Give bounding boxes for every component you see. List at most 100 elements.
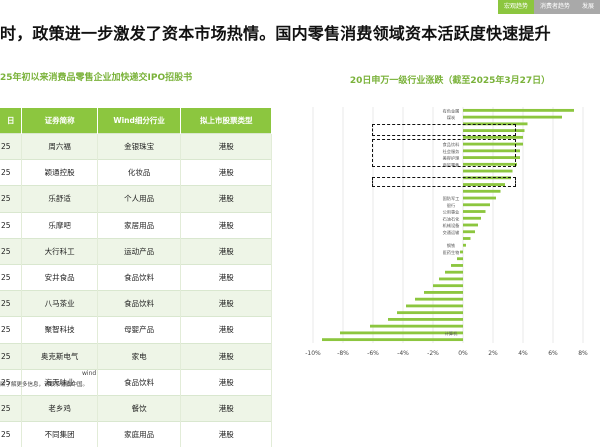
bar: [463, 243, 466, 247]
row-listing-type: 港股: [180, 237, 272, 265]
bar: [463, 169, 513, 173]
table-row: 25 乐摩吧 家居用品 港股: [0, 211, 272, 239]
category-label: 国防军工: [443, 195, 460, 202]
category-label: 医药生物: [443, 249, 460, 256]
x-tick-label: 6%: [548, 350, 558, 357]
table-row: 25 不同集团 家庭用品 港股: [0, 421, 272, 447]
row-date: 25: [0, 316, 23, 343]
bar: [463, 135, 523, 139]
table-row: 25 八马茶业 食品饮料 港股: [0, 290, 272, 317]
x-tick-label: 2%: [488, 350, 498, 357]
row-date: 25: [0, 132, 23, 160]
tab-consumer-trends[interactable]: 消费者趋势: [533, 0, 576, 14]
column-header-date: 日: [0, 108, 23, 134]
row-date: 25: [0, 185, 23, 213]
x-tick-label: -10%: [305, 350, 321, 357]
bar: [463, 196, 496, 200]
page-headline: 时，政策进一步激发了资本市场热情。国内零售消费领域资本活跃度快速提升: [0, 24, 551, 43]
row-security-name: 老乡鸡: [21, 394, 98, 422]
row-industry: 家电: [97, 342, 182, 370]
table-title: 25年初以来消费品零售企业加快递交IPO招股书: [0, 73, 193, 83]
category-label: 交通运输: [443, 229, 461, 236]
bar: [463, 129, 525, 133]
category-label: 公用事业: [443, 209, 460, 216]
bar: [463, 230, 475, 234]
row-industry: 母婴产品: [97, 316, 182, 343]
row-security-name: 乐摩吧: [21, 211, 98, 239]
row-security-name: 奥克斯电气: [21, 342, 98, 370]
row-listing-type: 港股: [180, 263, 272, 291]
row-listing-type: 港股: [180, 368, 272, 396]
bar: [463, 156, 520, 159]
chart-title: 20日申万一级行业涨跌（截至2025年3月27日）: [349, 76, 551, 86]
category-label: 机械设备: [443, 222, 461, 229]
bar: [463, 108, 574, 112]
row-date: 25: [0, 368, 23, 396]
x-tick-label: 4%: [518, 350, 528, 357]
row-date: 25: [0, 237, 23, 265]
column-header-security-name: 证券简称: [21, 108, 98, 134]
row-listing-type: 港股: [180, 132, 272, 160]
category-label: 钢铁: [447, 242, 456, 249]
tab-macro-trends[interactable]: 宏观趋势: [497, 0, 534, 14]
bar: [463, 216, 481, 220]
column-header-wind-industry: Wind细分行业: [97, 108, 182, 134]
row-industry: 食品饮料: [97, 368, 182, 396]
table-row: 25 颖通控股 化妆品 港股: [0, 159, 272, 186]
category-label: 有色金属: [443, 107, 460, 114]
tab-development[interactable]: 发展: [575, 0, 600, 14]
top-nav: 宏观趋势 消费者趋势 发展: [497, 0, 600, 14]
highlight-box-3: [372, 177, 516, 187]
bar: [397, 311, 463, 315]
row-security-name: 不同集团: [21, 421, 98, 447]
bar: [439, 277, 463, 281]
bar: [463, 189, 501, 193]
row-industry: 家居用品: [97, 211, 182, 239]
bar: [457, 257, 463, 261]
row-date: 25: [0, 342, 23, 370]
row-security-name: 安井食品: [21, 263, 98, 291]
table-row: 25 聚智科技 母婴产品 港股: [0, 316, 272, 343]
row-industry: 运动产品: [97, 237, 182, 265]
row-listing-type: 港股: [180, 211, 272, 239]
bar: [415, 297, 463, 301]
bar: [406, 304, 463, 308]
row-industry: 食品饮料: [97, 263, 182, 291]
bar: [463, 162, 517, 166]
row-listing-type: 港股: [180, 290, 272, 317]
x-tick-label: -4%: [397, 350, 409, 357]
bar: [370, 324, 463, 328]
source-value: wind: [82, 370, 97, 377]
category-label: 食品饮料: [443, 141, 461, 148]
highlight-box-2: [372, 139, 516, 167]
row-security-name: 大行科工: [21, 237, 98, 265]
row-industry: 餐饮: [97, 394, 182, 422]
row-security-name: 颖通控股: [21, 159, 98, 186]
bar: [424, 291, 463, 294]
table-row: 25 老乡鸡 餐饮 港股: [0, 394, 272, 422]
bar: [463, 203, 490, 207]
bar: [463, 210, 486, 213]
category-label: 美容护理: [443, 155, 461, 162]
bar: [463, 122, 528, 126]
table-row: 25 安井食品 食品饮料 港股: [0, 263, 272, 291]
industry-change-chart: -10% -8% -6% -4% -2% 0% 2% 4% 6% 8% 有色金属煤炭食品饮料社会服务…: [305, 107, 588, 357]
row-security-name: 乐舒适: [21, 185, 98, 213]
row-listing-type: 港股: [180, 316, 272, 343]
x-tick-label: -8%: [337, 350, 349, 357]
category-label: 社会服务: [443, 148, 461, 155]
table-row: 25 周六福 金银珠宝 港股: [0, 132, 272, 160]
row-industry: 食品饮料: [97, 290, 182, 317]
row-industry: 家庭用品: [97, 421, 182, 447]
row-security-name: 周六福: [21, 132, 98, 160]
row-date: 25: [0, 290, 23, 317]
bar: [322, 338, 463, 342]
ipo-table: 日 证券简称 Wind细分行业 拟上市股票类型 25 周六福 金银珠宝 港股 25 颖通控…: [0, 108, 272, 447]
bar: [445, 270, 463, 274]
bar: [460, 250, 463, 254]
row-date: 25: [0, 159, 23, 186]
bar: [340, 331, 463, 335]
bar: [463, 183, 505, 186]
row-listing-type: 港股: [180, 159, 272, 186]
bar: [463, 115, 562, 119]
